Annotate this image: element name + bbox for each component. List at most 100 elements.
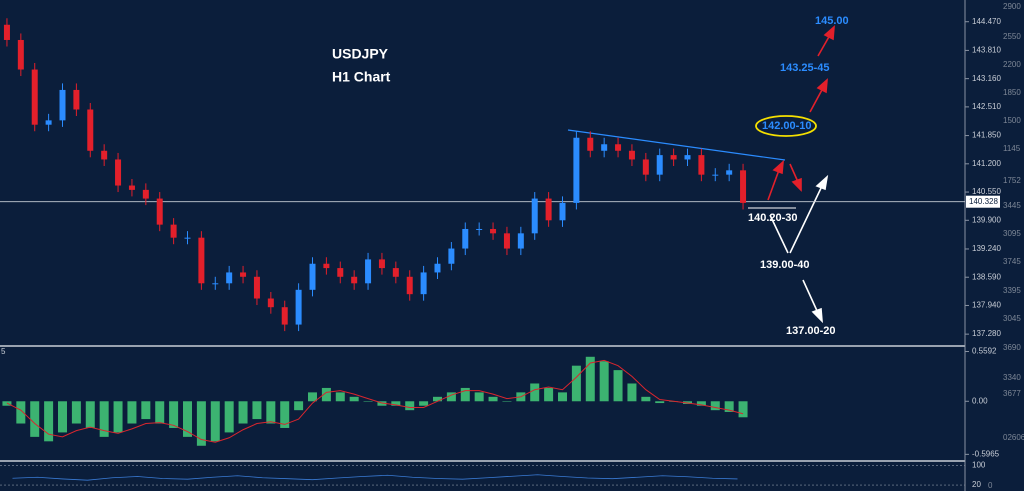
- overlay-label: 1145: [1003, 144, 1021, 153]
- histogram-bar: [349, 396, 359, 402]
- candle-body: [615, 144, 622, 151]
- histogram-bar: [196, 401, 206, 446]
- histogram-bar: [113, 401, 123, 433]
- histogram-bar: [530, 383, 540, 402]
- histogram-bar: [224, 401, 234, 433]
- candle-body: [73, 89, 80, 110]
- trend-line: [567, 129, 786, 161]
- candle-body: [351, 276, 358, 284]
- histogram-bar: [183, 401, 192, 437]
- histogram-bar: [502, 401, 512, 402]
- candle-body: [573, 137, 580, 203]
- y-tick-label: 143.810: [972, 46, 1001, 55]
- overlay-label: 3745: [1003, 257, 1021, 266]
- histogram-bar: [85, 401, 95, 428]
- candle-body: [490, 228, 497, 234]
- histogram-bar: [155, 401, 165, 424]
- candle-body: [31, 69, 38, 125]
- overlay-label: 3690: [1003, 343, 1021, 352]
- histogram-bar: [558, 392, 567, 402]
- histogram-bar: [169, 401, 179, 428]
- highlight-ellipse: [755, 115, 817, 137]
- candle-body: [59, 89, 66, 121]
- candle-body: [212, 283, 219, 285]
- histogram-bar: [599, 361, 609, 402]
- histogram-bar: [419, 401, 429, 406]
- candle-body: [115, 159, 122, 186]
- candle-body: [462, 228, 469, 249]
- candle-body: [295, 289, 302, 325]
- histogram-bar: [321, 387, 331, 402]
- annotation: 139.00-40: [760, 259, 810, 271]
- candle-body: [420, 272, 427, 295]
- candle-body: [101, 150, 108, 160]
- histogram-bar: [44, 401, 54, 442]
- candle-body: [267, 298, 274, 308]
- y-tick-label: 139.240: [972, 244, 1001, 253]
- overlay-label: 0: [988, 481, 993, 490]
- candle-body: [170, 224, 177, 238]
- overlay-label: 2900: [1003, 2, 1021, 11]
- y-tick-label: 137.940: [972, 301, 1001, 310]
- histogram-bar: [641, 396, 651, 402]
- candle-body: [378, 259, 385, 269]
- candle-body: [531, 198, 538, 234]
- overlay-label: 3095: [1003, 229, 1021, 238]
- candle-body: [87, 109, 94, 151]
- histogram-bar: [335, 392, 345, 402]
- candle-body: [587, 137, 594, 151]
- histogram-bar: [280, 401, 290, 428]
- candle-body: [476, 228, 483, 230]
- overlay-label: 3395: [1003, 286, 1021, 295]
- histogram-bar: [696, 401, 706, 406]
- candle-body: [448, 248, 455, 264]
- candle-body: [503, 233, 510, 249]
- candle-body: [698, 155, 705, 175]
- overlay-label: 3445: [1003, 201, 1021, 210]
- histogram-bar: [363, 401, 373, 402]
- chart-subtitle: H1 Chart: [332, 69, 391, 85]
- candle-body: [628, 150, 635, 160]
- price-box: [966, 195, 1000, 208]
- annotation: 137.00-20: [786, 325, 836, 337]
- histogram-bar: [16, 401, 26, 424]
- chart-title: USDJPY: [332, 46, 389, 62]
- histogram-bar: [571, 365, 581, 402]
- histogram-bar: [141, 401, 151, 420]
- y-tick-label: 142.510: [972, 102, 1001, 111]
- y-tick-label: 140.550: [972, 187, 1001, 196]
- candle-body: [601, 144, 608, 151]
- candle-body: [226, 272, 233, 284]
- signal-line: [6, 359, 744, 443]
- candle-body: [184, 237, 191, 239]
- annotation: 145.00: [815, 15, 849, 27]
- histogram-bar: [738, 401, 748, 418]
- histogram-bar: [252, 401, 262, 420]
- candle-body: [240, 272, 247, 277]
- y-tick-label: 144.470: [972, 17, 1001, 26]
- overlay-label: 3677: [1003, 389, 1021, 398]
- histogram-bar: [210, 401, 220, 442]
- candle-body: [17, 39, 24, 70]
- histogram-bar: [99, 401, 109, 437]
- histogram-bar: [127, 401, 137, 424]
- y-tick-label: 141.200: [972, 159, 1001, 168]
- red-arrows: [767, 25, 835, 201]
- histogram-bar: [655, 401, 665, 404]
- histogram-bar: [294, 401, 304, 411]
- oscillator-line: [12, 474, 738, 481]
- histogram-bar: [391, 401, 401, 406]
- overlay-label: 1752: [1003, 176, 1021, 185]
- candle-body: [142, 189, 149, 199]
- candle-body: [434, 263, 441, 273]
- y-tick-label: 139.900: [972, 215, 1001, 224]
- y-tick-label: 0.5592: [972, 347, 997, 356]
- histogram-bar: [460, 387, 470, 402]
- histogram-bar: [58, 401, 67, 433]
- histogram-bar: [613, 370, 623, 402]
- histogram-bar: [266, 401, 276, 424]
- candle-body: [559, 202, 566, 221]
- candle-body: [406, 276, 413, 295]
